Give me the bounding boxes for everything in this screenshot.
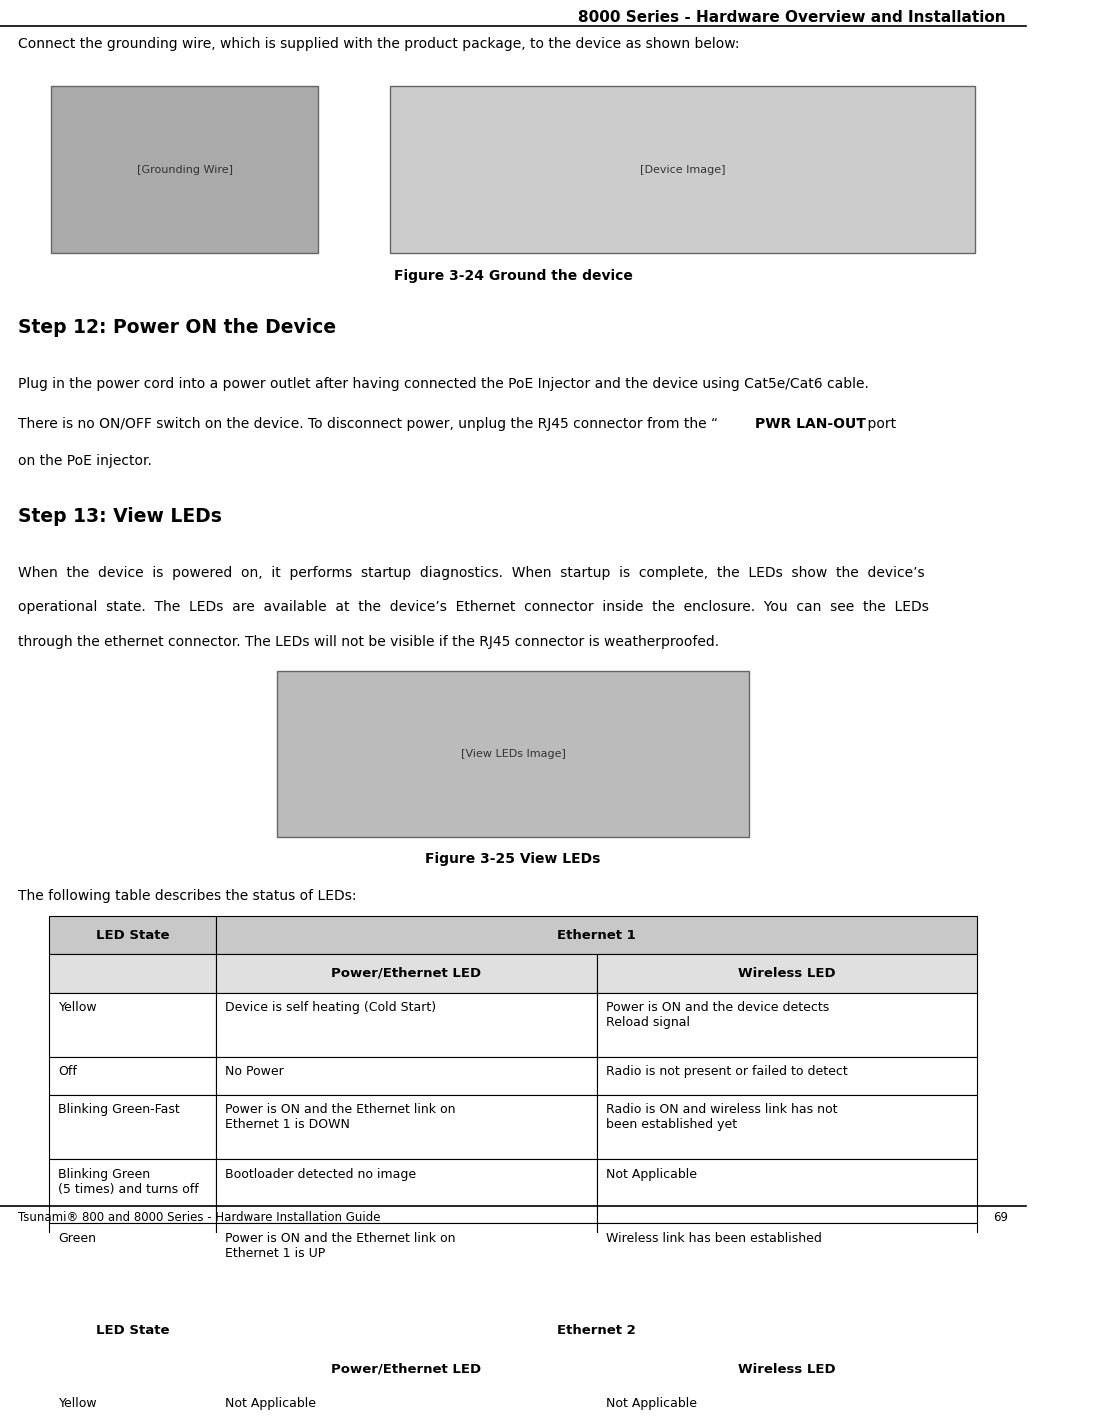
Text: Yellow: Yellow [58, 1001, 97, 1014]
Bar [50, 1350, 217, 1389]
Bar [50, 1159, 217, 1224]
Text: Device is self heating (Cold Start): Device is self heating (Cold Start) [226, 1001, 437, 1014]
Bar [596, 1159, 977, 1224]
Bar [217, 954, 596, 992]
Text: 8000 Series - Hardware Overview and Installation: 8000 Series - Hardware Overview and Inst… [579, 10, 1005, 24]
Bar [596, 1224, 977, 1288]
Bar [50, 954, 217, 992]
Text: Plug in the power cord into a power outlet after having connected the PoE Inject: Plug in the power cord into a power outl… [19, 378, 869, 391]
Text: Yellow: Yellow [58, 1397, 97, 1410]
Bar [50, 915, 217, 954]
Text: The following table describes the status of LEDs:: The following table describes the status… [19, 888, 358, 903]
Text: Power/Ethernet LED: Power/Ethernet LED [331, 1363, 482, 1376]
Text: Wireless LED: Wireless LED [738, 967, 836, 980]
Text: Figure 3-24 Ground the device: Figure 3-24 Ground the device [394, 268, 632, 282]
Text: Green: Green [58, 1232, 97, 1245]
Bar [596, 1350, 977, 1389]
Text: Step 12: Power ON the Device: Step 12: Power ON the Device [19, 318, 337, 337]
Bar [52, 87, 318, 252]
Text: Wireless link has been established: Wireless link has been established [606, 1232, 822, 1245]
Text: LED State: LED State [96, 1325, 169, 1338]
Text: Connect the grounding wire, which is supplied with the product package, to the d: Connect the grounding wire, which is sup… [19, 37, 740, 51]
Text: Tsunami® 800 and 8000 Series - Hardware Installation Guide: Tsunami® 800 and 8000 Series - Hardware … [19, 1211, 381, 1224]
Text: [Grounding Wire]: [Grounding Wire] [136, 164, 233, 174]
Text: LED State: LED State [96, 928, 169, 941]
Text: on the PoE injector.: on the PoE injector. [19, 453, 152, 468]
Bar [50, 1224, 217, 1288]
Text: PWR LAN-OUT: PWR LAN-OUT [756, 416, 866, 431]
Text: Bootloader detected no image: Bootloader detected no image [226, 1168, 417, 1181]
Bar [217, 1389, 596, 1426]
Bar [596, 954, 977, 992]
Bar [217, 915, 977, 954]
Bar [596, 992, 977, 1057]
Text: Not Applicable: Not Applicable [606, 1397, 697, 1410]
Bar [390, 87, 975, 252]
Bar [277, 670, 749, 837]
Text: Step 13: View LEDs: Step 13: View LEDs [19, 506, 222, 526]
Text: through the ethernet connector. The LEDs will not be visible if the RJ45 connect: through the ethernet connector. The LEDs… [19, 635, 719, 649]
Text: [Device Image]: [Device Image] [640, 164, 725, 174]
Bar [217, 1312, 977, 1350]
Bar [50, 1095, 217, 1159]
Bar [217, 1159, 596, 1224]
Text: 69: 69 [993, 1211, 1008, 1224]
Text: Wireless LED: Wireless LED [738, 1363, 836, 1376]
Text: When  the  device  is  powered  on,  it  performs  startup  diagnostics.  When  : When the device is powered on, it perfor… [19, 566, 925, 580]
Bar [217, 1350, 596, 1389]
Text: Figure 3-25 View LEDs: Figure 3-25 View LEDs [426, 851, 601, 866]
Text: There is no ON/OFF switch on the device. To disconnect power, unplug the RJ45 co: There is no ON/OFF switch on the device.… [19, 416, 718, 431]
Text: Not Applicable: Not Applicable [226, 1397, 317, 1410]
Bar [596, 1057, 977, 1095]
Text: ” port: ” port [856, 416, 896, 431]
Text: Power is ON and the Ethernet link on
Ethernet 1 is UP: Power is ON and the Ethernet link on Eth… [226, 1232, 456, 1259]
Text: Blinking Green-Fast: Blinking Green-Fast [58, 1104, 180, 1117]
Text: [View LEDs Image]: [View LEDs Image] [461, 749, 565, 759]
Bar [217, 1057, 596, 1095]
Bar [50, 1312, 217, 1350]
Text: Ethernet 2: Ethernet 2 [558, 1325, 636, 1338]
Bar [50, 1057, 217, 1095]
Bar [50, 1389, 217, 1426]
Bar [217, 1224, 596, 1288]
Text: Off: Off [58, 1065, 77, 1078]
Text: Radio is ON and wireless link has not
been established yet: Radio is ON and wireless link has not be… [606, 1104, 837, 1131]
Text: Not Applicable: Not Applicable [606, 1168, 697, 1181]
Text: No Power: No Power [226, 1065, 284, 1078]
Text: operational  state.  The  LEDs  are  available  at  the  device’s  Ethernet  con: operational state. The LEDs are availabl… [19, 600, 930, 615]
Text: Radio is not present or failed to detect: Radio is not present or failed to detect [606, 1065, 848, 1078]
Bar [596, 1095, 977, 1159]
Bar [50, 992, 217, 1057]
Text: Blinking Green
(5 times) and turns off: Blinking Green (5 times) and turns off [58, 1168, 199, 1195]
Bar [217, 992, 596, 1057]
Text: Power is ON and the device detects
Reload signal: Power is ON and the device detects Reloa… [606, 1001, 829, 1030]
Text: Power/Ethernet LED: Power/Ethernet LED [331, 967, 482, 980]
Bar [596, 1389, 977, 1426]
Text: Power is ON and the Ethernet link on
Ethernet 1 is DOWN: Power is ON and the Ethernet link on Eth… [226, 1104, 456, 1131]
Text: Ethernet 1: Ethernet 1 [558, 928, 636, 941]
Bar [217, 1095, 596, 1159]
